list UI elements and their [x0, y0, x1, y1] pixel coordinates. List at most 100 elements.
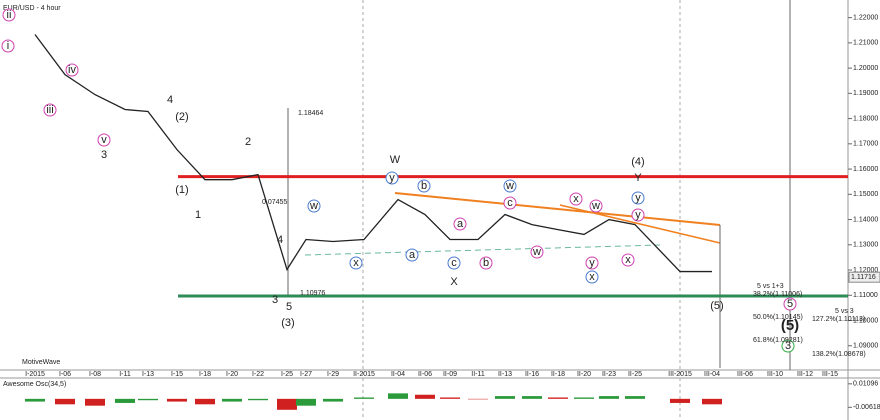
- trend-line: [394, 192, 721, 226]
- x-tick-label: II-09: [443, 371, 457, 378]
- wave-label: c: [451, 257, 457, 269]
- osc-bar: [415, 394, 435, 399]
- osc-bar: [195, 398, 215, 405]
- x-tick-label: I-08: [89, 371, 101, 378]
- osc-title: Awesome Osc(34,5): [3, 381, 66, 388]
- wave-label: 0.07455: [262, 199, 287, 206]
- x-tick-label: II-04: [391, 371, 405, 378]
- wave-circle: [479, 256, 493, 270]
- wave-circle: [569, 192, 583, 206]
- wave-label: 1.18464: [298, 110, 323, 117]
- osc-bar: [25, 398, 45, 402]
- wave-label: 127.2%(1.10113): [812, 316, 865, 323]
- wave-label: iii: [46, 104, 53, 116]
- wave-circle: [631, 208, 645, 222]
- wave-label: 138.2%(1.08678): [812, 351, 866, 358]
- wave-circle: [631, 191, 645, 205]
- wave-label: (2): [175, 111, 188, 123]
- osc-bar: [702, 398, 722, 405]
- wave-label: 1: [195, 209, 201, 221]
- wave-circle: [621, 253, 635, 267]
- wave-circle: [585, 270, 599, 284]
- y-tick-label: -0.00618: [853, 404, 880, 411]
- x-tick-label: III-2015: [668, 371, 692, 378]
- x-tick-label: I-22: [252, 371, 264, 378]
- wave-label: 1.10976: [300, 290, 325, 297]
- wave-label: c: [507, 197, 513, 209]
- wave-label: w: [309, 200, 318, 212]
- y-tick-label: 1.10000: [853, 317, 878, 324]
- osc-bar: [167, 398, 187, 402]
- wave-label: b: [483, 257, 489, 269]
- wave-label: (3): [281, 317, 294, 329]
- wave-label: iv: [68, 64, 76, 76]
- osc-bar: [55, 398, 75, 405]
- wave-label: 38.2%(1.11006): [753, 291, 802, 298]
- x-tick-label: I-27: [300, 371, 312, 378]
- wave-label: 3: [272, 294, 278, 306]
- x-tick-label: II-18: [551, 371, 565, 378]
- wave-label: x: [625, 254, 631, 266]
- x-tick-label: II-11: [471, 371, 485, 378]
- x-tick-label: I-06: [59, 371, 71, 378]
- wave-circle: [783, 297, 797, 311]
- wave-label: y: [589, 257, 595, 269]
- wave-label: 61.8%(1.09281): [753, 337, 803, 344]
- osc-bar: [522, 396, 542, 399]
- wave-label: W: [390, 154, 401, 166]
- x-tick-label: III-04: [704, 371, 720, 378]
- wave-circle: [65, 63, 79, 77]
- wave-label: x: [353, 257, 359, 269]
- osc-bar: [296, 398, 316, 406]
- x-tick-label: II-20: [577, 371, 591, 378]
- wave-circle: [385, 171, 399, 185]
- last-price-label: 1.11716: [851, 274, 876, 281]
- wave-label: y: [635, 209, 641, 221]
- wave-circle: [530, 245, 544, 259]
- y-tick-label: 1.17000: [853, 141, 878, 148]
- y-tick-label: 1.09000: [853, 343, 878, 350]
- wave-circle: [1, 39, 15, 53]
- x-tick-label: I-29: [327, 371, 339, 378]
- wave-label: (1): [175, 184, 188, 196]
- wave-label: X: [450, 276, 458, 288]
- wave-circle: [405, 248, 419, 262]
- wave-label: 4: [167, 94, 173, 106]
- y-tick-label: 1.22000: [853, 14, 878, 21]
- y-tick-label: 1.12000: [853, 267, 878, 274]
- wave-circle: [585, 256, 599, 270]
- wave-label: 2: [245, 136, 251, 148]
- x-tick-label: III-12: [797, 371, 813, 378]
- wave-label: 4: [277, 234, 283, 246]
- last-price-box: [848, 271, 880, 283]
- x-tick-label: III-15: [822, 371, 838, 378]
- x-tick-label: I-18: [199, 371, 211, 378]
- osc-bar: [388, 393, 408, 399]
- wave-label: w: [532, 246, 541, 258]
- y-tick-label: 1.18000: [853, 115, 878, 122]
- wave-label: (4): [631, 156, 644, 168]
- x-tick-label: I-25: [281, 371, 293, 378]
- y-tick-label: 1.11000: [853, 292, 878, 299]
- osc-bar: [625, 396, 645, 399]
- x-tick-label: I-13: [142, 371, 154, 378]
- wave-label: Y: [634, 172, 642, 184]
- wave-label: 5: [787, 298, 793, 310]
- osc-bar: [599, 396, 619, 399]
- osc-bar: [548, 397, 568, 399]
- wave-circle: [503, 179, 517, 193]
- wave-label: w: [505, 180, 514, 192]
- wave-circle: [43, 103, 57, 117]
- wave-label: b: [421, 180, 427, 192]
- osc-bar: [670, 398, 690, 403]
- x-tick-label: II-2015: [353, 371, 375, 378]
- x-tick-label: III-06: [737, 371, 753, 378]
- wave-label: ii: [7, 9, 12, 21]
- wave-label: (5): [710, 300, 723, 312]
- wave-label: x: [573, 193, 579, 205]
- wave-label: i: [7, 40, 9, 52]
- wave-label: w: [591, 200, 600, 212]
- wave-label: 5: [286, 301, 292, 313]
- x-tick-label: I-2015: [25, 371, 45, 378]
